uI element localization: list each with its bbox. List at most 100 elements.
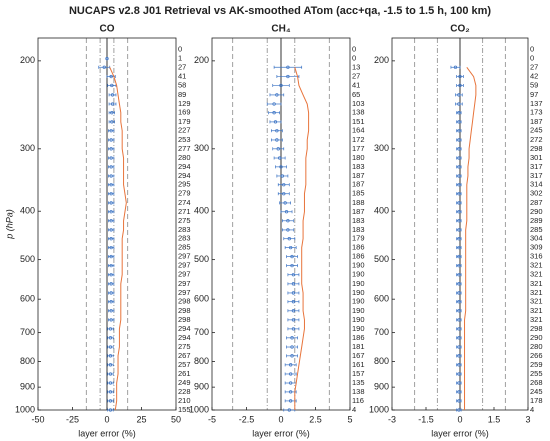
count-label: 285 (178, 243, 191, 252)
count-label: 173 (530, 108, 543, 117)
count-label: 257 (178, 360, 191, 369)
mean-marker (291, 282, 296, 286)
count-label: 298 (530, 144, 543, 153)
mean-marker (457, 93, 461, 97)
count-label: 187 (352, 207, 365, 216)
count-label: 169 (178, 108, 191, 117)
mean-marker (457, 165, 461, 169)
mean-marker (275, 129, 279, 133)
mean-marker (276, 147, 280, 151)
y-tick-label: 300 (194, 143, 209, 153)
y-tick-label: 700 (374, 327, 389, 337)
count-label: 271 (178, 207, 191, 216)
count-label: 190 (352, 279, 365, 288)
mean-marker (109, 219, 113, 223)
count-label: 272 (530, 135, 543, 144)
count-label: 275 (178, 342, 191, 351)
count-label: 297 (178, 270, 191, 279)
count-label: 253 (178, 135, 191, 144)
mean-marker (457, 390, 461, 394)
mean-marker (279, 165, 283, 169)
mean-marker (290, 254, 294, 259)
mean-marker (108, 327, 113, 331)
panel-title: CO (100, 24, 115, 35)
mean-marker (109, 147, 113, 151)
count-label: 183 (352, 162, 365, 171)
count-label: 298 (178, 306, 191, 315)
count-label: 135 (352, 378, 365, 387)
mean-marker (458, 83, 462, 88)
mean-marker (457, 210, 461, 214)
x-axis-label: layer error (%) (252, 428, 310, 438)
count-label: 279 (178, 189, 191, 198)
count-label: 228 (178, 387, 191, 396)
mean-marker (272, 111, 276, 115)
y-tick-label: 300 (374, 143, 389, 153)
y-tick-label: 900 (20, 382, 35, 392)
mean-marker (109, 165, 113, 169)
count-label: 275 (178, 216, 191, 225)
count-label: 321 (530, 279, 543, 288)
count-label: 181 (352, 342, 365, 351)
count-label: 267 (178, 351, 191, 360)
x-axis-label: layer error (%) (78, 428, 136, 438)
count-label: 179 (352, 234, 365, 243)
mean-marker (108, 399, 113, 403)
y-tick-label: 1000 (369, 404, 389, 414)
mean-marker (275, 138, 279, 142)
mean-marker (272, 102, 276, 106)
mean-marker (291, 327, 296, 331)
mean-marker (279, 83, 283, 88)
count-label: 321 (530, 288, 543, 297)
mean-marker (109, 318, 113, 322)
mean-marker (108, 372, 113, 376)
mean-marker (109, 263, 113, 268)
panel-title: CH₄ (271, 24, 290, 35)
mean-marker (108, 381, 113, 385)
mean-marker (291, 318, 296, 322)
mean-marker (282, 192, 286, 196)
count-label: 249 (178, 378, 191, 387)
mean-marker (289, 381, 293, 385)
count-label: 27 (530, 62, 538, 71)
mean-marker (275, 93, 279, 97)
x-tick-label: -2.5 (239, 414, 255, 424)
count-label: 210 (178, 396, 191, 405)
x-tick-label: 0 (278, 414, 283, 424)
mean-marker (273, 120, 278, 124)
count-label: 245 (530, 387, 543, 396)
count-label: 190 (352, 306, 365, 315)
count-label: 301 (530, 153, 543, 162)
count-label: 0 (352, 54, 356, 63)
mean-marker (110, 83, 114, 88)
count-label: 59 (530, 80, 538, 89)
mean-marker (457, 363, 461, 367)
count-label: 298 (178, 297, 191, 306)
mean-marker (289, 245, 293, 250)
count-label: 103 (352, 99, 365, 108)
count-label: 0 (178, 45, 182, 54)
count-label: 314 (530, 180, 543, 189)
mean-marker (457, 291, 461, 295)
y-tick-label: 800 (20, 356, 35, 366)
y-tick-label: 1000 (15, 404, 35, 414)
y-tick-label: 200 (374, 55, 389, 65)
count-label: 190 (352, 297, 365, 306)
x-tick-label: -3 (388, 414, 396, 424)
y-tick-label: 1000 (189, 404, 209, 414)
mean-marker (109, 201, 113, 205)
mean-marker (109, 183, 113, 187)
mean-marker (109, 174, 113, 178)
count-label: 190 (352, 261, 365, 270)
mean-marker (457, 111, 461, 115)
mean-marker (457, 336, 461, 340)
y-tick-label: 600 (194, 294, 209, 304)
count-label: 161 (352, 360, 365, 369)
count-label: 1 (178, 54, 182, 63)
mean-marker (110, 111, 114, 115)
count-label: 167 (352, 351, 365, 360)
mean-marker (457, 318, 461, 322)
count-label: 283 (178, 225, 191, 234)
